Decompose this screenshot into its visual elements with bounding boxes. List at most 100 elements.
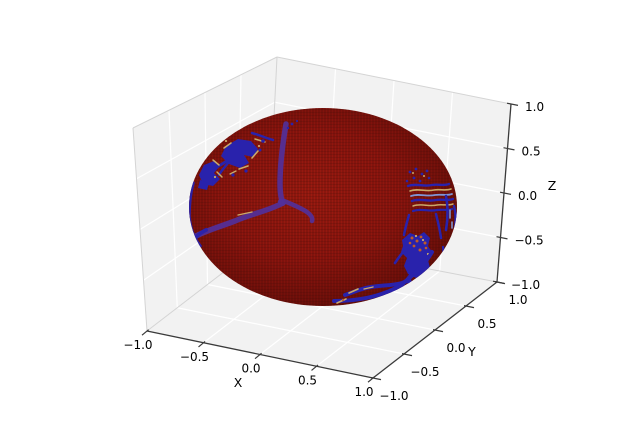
tan-fringe bbox=[229, 170, 237, 175]
stripe bbox=[410, 197, 455, 203]
blue-dot bbox=[420, 172, 424, 176]
orange-dot bbox=[418, 248, 422, 252]
blue-dot bbox=[412, 176, 416, 180]
bottom-limb-arc bbox=[332, 250, 434, 303]
branch-tan-dash bbox=[237, 211, 253, 216]
z-tick-label: 0.5 bbox=[522, 145, 541, 159]
grid-line bbox=[207, 283, 436, 331]
grid-line bbox=[136, 101, 276, 180]
tan-dot bbox=[421, 238, 425, 242]
tan-dot bbox=[423, 175, 425, 177]
y-tick-label: −0.5 bbox=[410, 365, 439, 379]
tan-dot bbox=[414, 234, 418, 238]
cluster-link bbox=[215, 159, 229, 169]
y-axis-label: Y bbox=[467, 344, 476, 359]
x-tick bbox=[141, 329, 149, 336]
band-right-hook bbox=[281, 198, 315, 224]
z-tick bbox=[492, 280, 505, 284]
y-tick bbox=[432, 329, 444, 333]
y-tick-label: 0.0 bbox=[446, 341, 465, 355]
y-tick-label: 0.5 bbox=[477, 317, 496, 331]
x-tick bbox=[254, 352, 262, 360]
tan-fringe bbox=[223, 142, 232, 149]
y-tick-label: 1.0 bbox=[508, 293, 527, 307]
blue-dot bbox=[231, 173, 235, 177]
y-tick-label: −1.0 bbox=[379, 389, 408, 403]
edge-streak bbox=[444, 194, 449, 232]
blue-dot bbox=[405, 179, 409, 183]
blue-dot bbox=[408, 170, 412, 174]
blue-dot bbox=[258, 148, 262, 152]
sphere-mesh bbox=[189, 108, 457, 306]
left-limb-tail bbox=[193, 228, 208, 240]
tan-dot bbox=[224, 139, 228, 143]
cluster-top-arc bbox=[250, 131, 275, 142]
y-tick bbox=[401, 353, 413, 357]
cluster-blob bbox=[221, 139, 258, 168]
tan-fringe bbox=[238, 165, 249, 170]
tan-dot bbox=[412, 172, 414, 174]
orange-dot bbox=[410, 236, 414, 240]
x-tick-label: −1.0 bbox=[123, 338, 152, 352]
x-tick-label: −0.5 bbox=[180, 350, 209, 364]
sphere-pattern-features bbox=[189, 119, 457, 304]
z-tick bbox=[506, 102, 519, 106]
orange-dot bbox=[415, 239, 419, 243]
stripe bbox=[406, 182, 451, 188]
pane-edge bbox=[132, 56, 278, 129]
y-tick bbox=[370, 377, 382, 381]
blue-dot bbox=[286, 126, 290, 130]
z-axis-label: Z bbox=[548, 178, 557, 193]
tan-fringe bbox=[336, 298, 347, 304]
orange-dot bbox=[408, 241, 412, 245]
x-tick-label: 1.0 bbox=[354, 385, 373, 399]
tan-dot bbox=[257, 144, 261, 148]
cluster-blob bbox=[199, 161, 220, 186]
blue-dot bbox=[295, 119, 299, 123]
blue-dot bbox=[244, 169, 248, 173]
x-axis-label: X bbox=[234, 375, 243, 390]
x-tick-label: 0.5 bbox=[298, 373, 317, 387]
blue-dot bbox=[418, 179, 422, 183]
grid-line bbox=[316, 270, 441, 367]
z-tick-label: −0.5 bbox=[515, 234, 544, 248]
stripe bbox=[409, 188, 452, 192]
z-tick-label: −1.0 bbox=[511, 278, 540, 292]
x-tick bbox=[311, 364, 319, 371]
axis-ticks-and-labels: −1.0−0.50.00.51.0 −1.0−0.50.00.51.0−1.0−0… bbox=[123, 100, 556, 403]
orange-dot bbox=[423, 241, 427, 245]
y-tick bbox=[463, 305, 475, 309]
tan-fringe bbox=[212, 159, 220, 166]
blue-dot bbox=[414, 167, 418, 171]
blue-dot bbox=[427, 176, 431, 180]
cluster-blob bbox=[198, 180, 209, 190]
stripe bbox=[410, 193, 453, 197]
pane-edge bbox=[276, 56, 512, 105]
tan-fringe bbox=[348, 288, 359, 294]
x-tick bbox=[198, 340, 206, 348]
z-tick bbox=[499, 191, 512, 195]
blue-dot bbox=[425, 169, 429, 173]
orange-dot bbox=[412, 244, 416, 248]
bottom-band bbox=[343, 279, 410, 297]
orange-dot bbox=[341, 298, 345, 302]
z-tick-label: 1.0 bbox=[525, 100, 544, 114]
blue-dot bbox=[261, 139, 265, 143]
x-tick-label: 0.0 bbox=[241, 362, 260, 376]
stripe-link bbox=[402, 213, 411, 237]
tan-fringe bbox=[216, 171, 223, 178]
orange-dot bbox=[419, 235, 423, 239]
blue-dot bbox=[290, 122, 294, 126]
tan-fringe bbox=[363, 286, 374, 290]
sphere-surface bbox=[189, 108, 457, 306]
orange-dot bbox=[424, 246, 428, 250]
z-tick-label: 0.0 bbox=[518, 189, 537, 203]
tan-dot bbox=[213, 175, 217, 179]
band-junction bbox=[277, 198, 285, 206]
pane-edge bbox=[132, 127, 148, 332]
z-tick bbox=[503, 147, 515, 151]
tan-fringe bbox=[251, 150, 259, 159]
blob-diag bbox=[393, 245, 410, 265]
